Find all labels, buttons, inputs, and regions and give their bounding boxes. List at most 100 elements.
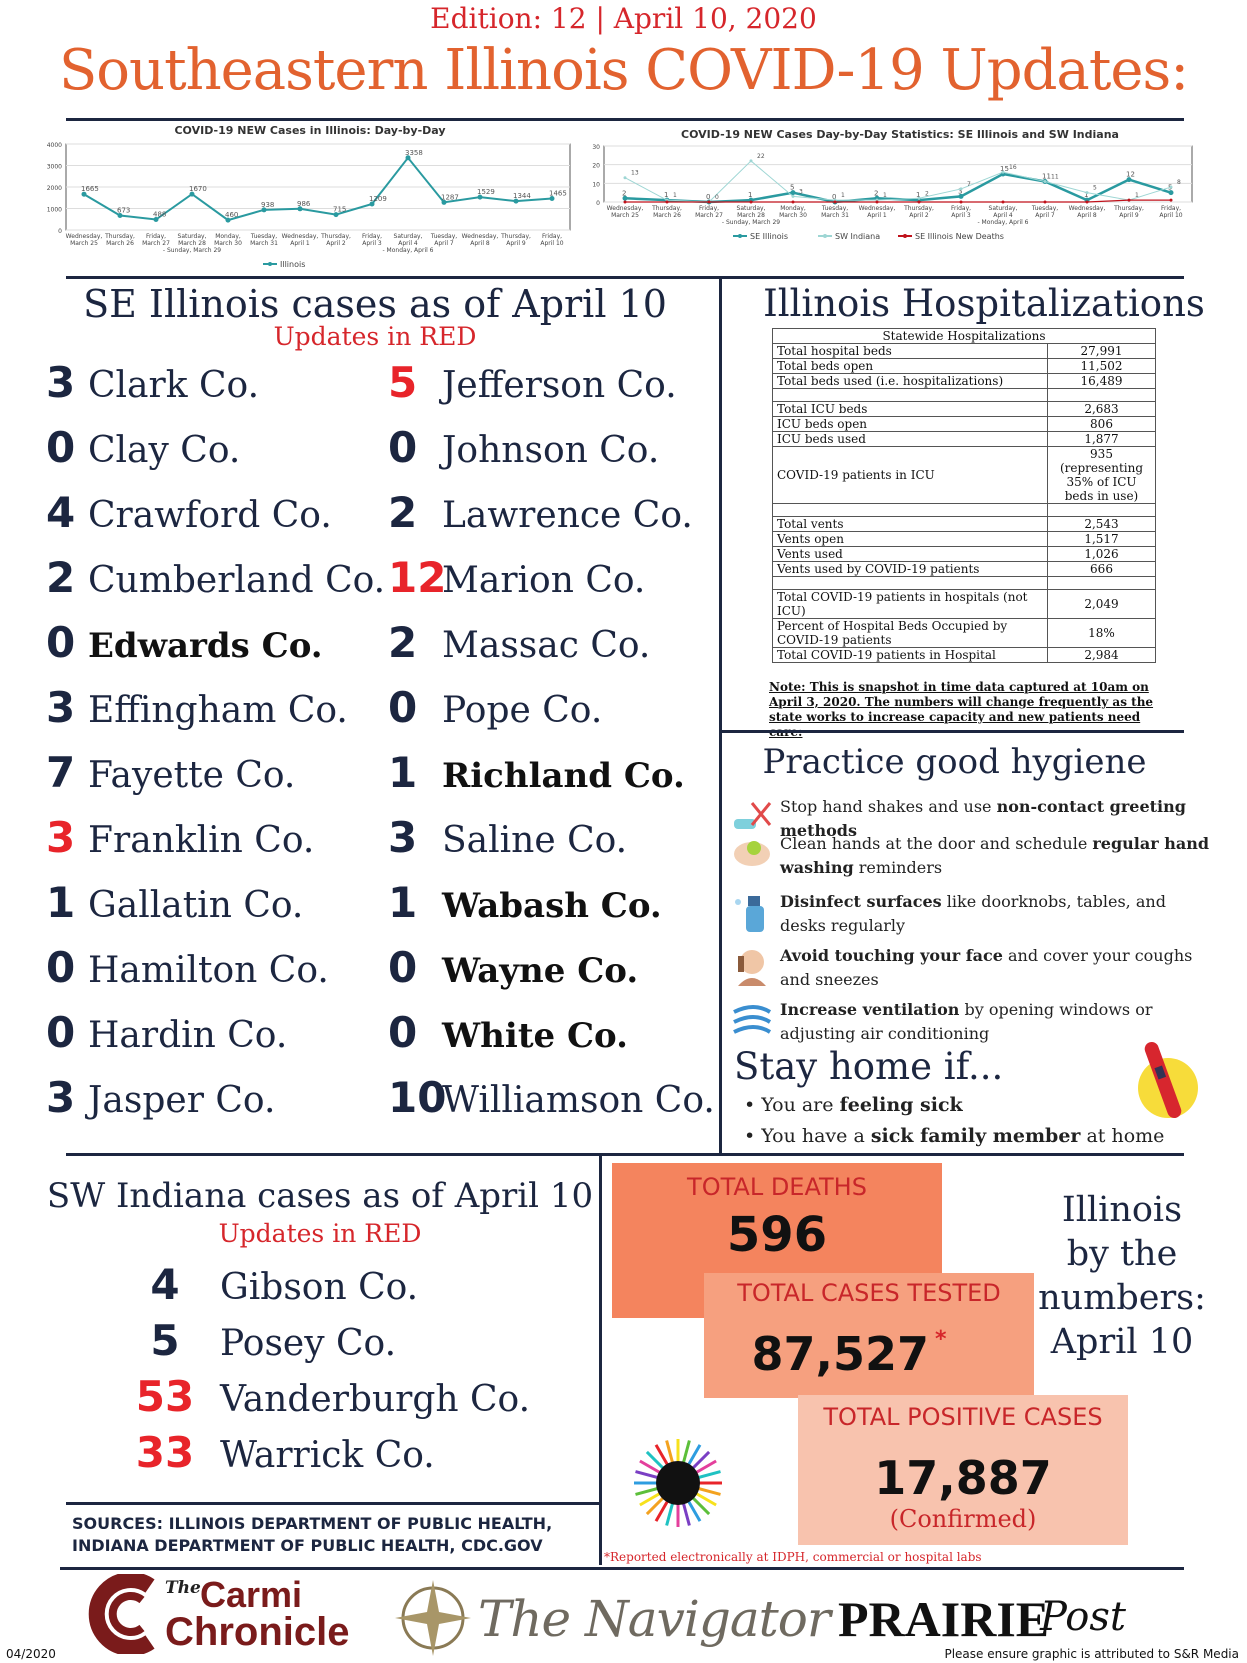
case-count: 0: [46, 1008, 76, 1057]
county-name: Pope Co.: [442, 690, 603, 731]
hygiene-item: Increase ventilation by opening windows …: [730, 998, 1210, 1046]
data-label: 1: [748, 191, 752, 199]
county-row: 3 Clark Co.: [46, 358, 259, 407]
compass-icon: [395, 1580, 471, 1656]
county-name: Fayette Co.: [88, 755, 296, 796]
x-tick-label: Friday, April 3: [362, 233, 382, 247]
table-cell-label: Total beds used (i.e. hospitalizations): [772, 373, 1048, 389]
x-tick-label: Thursday, April 9: [500, 233, 531, 247]
legend-marker: [268, 262, 272, 266]
county-row: 5 Posey Co.: [110, 1316, 396, 1365]
tested-label: TOTAL CASES TESTED: [737, 1279, 1001, 1307]
table-row: Vents used by COVID-19 patients 666: [772, 561, 1156, 577]
post-logo: Post: [1040, 1594, 1126, 1640]
county-row: 0 Edwards Co.: [46, 618, 323, 667]
data-label: 1465: [549, 190, 567, 198]
sw-indiana-title: SW Indiana cases as of April 10: [46, 1176, 594, 1216]
data-point: [959, 187, 963, 191]
divider: [722, 730, 1184, 733]
y-tick-label: 10: [592, 181, 600, 188]
divider: [66, 118, 1184, 121]
data-point: [791, 194, 795, 198]
data-point: [1085, 200, 1089, 204]
data-label: 11: [1051, 173, 1059, 180]
county-name: Crawford Co.: [88, 495, 332, 536]
table-row: Total beds open 11,502: [772, 358, 1156, 374]
positive-value: 17,887: [874, 1451, 1052, 1505]
data-label: 3358: [405, 149, 423, 157]
table-cell-label: [772, 503, 1048, 517]
county-name: Jasper Co.: [88, 1080, 276, 1121]
table-row: [772, 388, 1156, 402]
divider: [66, 276, 1184, 279]
county-name: Posey Co.: [220, 1323, 397, 1364]
county-name: Clark Co.: [88, 365, 260, 406]
y-tick-label: 2000: [47, 185, 62, 192]
data-point: [189, 191, 195, 197]
illinois-chart: COVID-19 NEW Cases in Illinois: Day-by-D…: [40, 124, 580, 274]
series-line: [625, 199, 1171, 203]
x-tick-label: Friday, April 10: [540, 233, 563, 247]
total-positive-box: TOTAL POSITIVE CASES 17,887 (Confirmed): [798, 1395, 1128, 1545]
x-tick-label: Tuesday, April 7: [430, 233, 457, 247]
stay-home-item: • You have a sick family member at home: [744, 1125, 1165, 1147]
county-row: 1 Richland Co.: [388, 748, 685, 797]
hygiene-item: Disinfect surfaces like doorknobs, table…: [730, 890, 1210, 938]
x-tick-label: Tuesday, April 7: [1031, 205, 1058, 219]
table-cell-value: 1,517: [1047, 531, 1156, 547]
table-cell-value: 2,543: [1047, 516, 1156, 532]
table-row: [772, 503, 1156, 517]
data-label: 0: [715, 194, 719, 201]
data-label: 11: [1042, 172, 1051, 180]
data-point: [665, 200, 669, 204]
county-row: 4 Crawford Co.: [46, 488, 332, 537]
x-tick-label: Saturday, March 28- Sunday, March 29: [722, 205, 780, 226]
x-tick-label: Wednesday, March 25: [607, 205, 644, 219]
table-row: COVID-19 patients in ICU 935 (representin…: [772, 446, 1156, 504]
case-count: 5: [388, 358, 418, 407]
x-tick-label: Thursday, April 9: [1113, 205, 1144, 219]
table-row: Total COVID-19 patients in Hospital 2,984: [772, 647, 1156, 663]
county-row: 0 Hamilton Co.: [46, 943, 329, 992]
case-count: 0: [46, 423, 76, 472]
data-label: 13: [631, 170, 639, 177]
table-row: Total hospital beds 27,991: [772, 343, 1156, 359]
hygiene-item: Clean hands at the door and schedule reg…: [730, 832, 1210, 880]
hospitalizations-title: Illinois Hospitalizations: [763, 282, 1205, 325]
case-count: 3: [388, 813, 418, 862]
table-row: [772, 576, 1156, 590]
data-label: 673: [117, 207, 130, 215]
divider: [66, 1502, 601, 1505]
total-tested-box: TOTAL CASES TESTED 87,527 *: [704, 1273, 1034, 1398]
stay-home-title: Stay home if...: [734, 1045, 1004, 1088]
data-label: 1287: [441, 193, 459, 201]
table-cell-value: 2,683: [1047, 401, 1156, 417]
x-tick-label: Thursday, March 26: [104, 233, 135, 247]
case-count: 33: [135, 1428, 195, 1477]
footer-date: 04/2020: [6, 1647, 56, 1661]
divider: [66, 1153, 1184, 1156]
data-point: [623, 176, 627, 180]
data-label: 1344: [513, 192, 531, 200]
x-tick-label: Thursday, April 2: [320, 233, 351, 247]
table-row: Percent of Hospital Beds Occupied by COV…: [772, 618, 1156, 648]
positive-label: TOTAL POSITIVE CASES: [823, 1403, 1103, 1431]
chronicle-word: Chronicle: [165, 1610, 350, 1654]
data-label: 0: [706, 193, 710, 201]
case-count: 3: [46, 813, 76, 862]
se-illinois-title: SE Illinois cases as of April 10: [83, 282, 667, 326]
hygiene-text: Stop hand shakes and use non-contact gre…: [780, 797, 1186, 840]
county-row: 53 Vanderburgh Co.: [110, 1372, 530, 1421]
county-row: 2 Cumberland Co.: [46, 553, 385, 602]
side-text-line: numbers:: [1038, 1278, 1206, 1318]
county-name: Williamson Co.: [442, 1080, 715, 1121]
case-count: 3: [46, 683, 76, 732]
county-name: Saline Co.: [442, 820, 628, 861]
case-count: 0: [388, 683, 418, 732]
case-count: 4: [150, 1260, 180, 1309]
case-count: 0: [388, 1008, 418, 1057]
table-cell-value: [1047, 576, 1156, 590]
data-label: 488: [153, 211, 166, 219]
county-name: Marion Co.: [442, 560, 646, 601]
table-cell-value: 2,049: [1047, 589, 1156, 619]
